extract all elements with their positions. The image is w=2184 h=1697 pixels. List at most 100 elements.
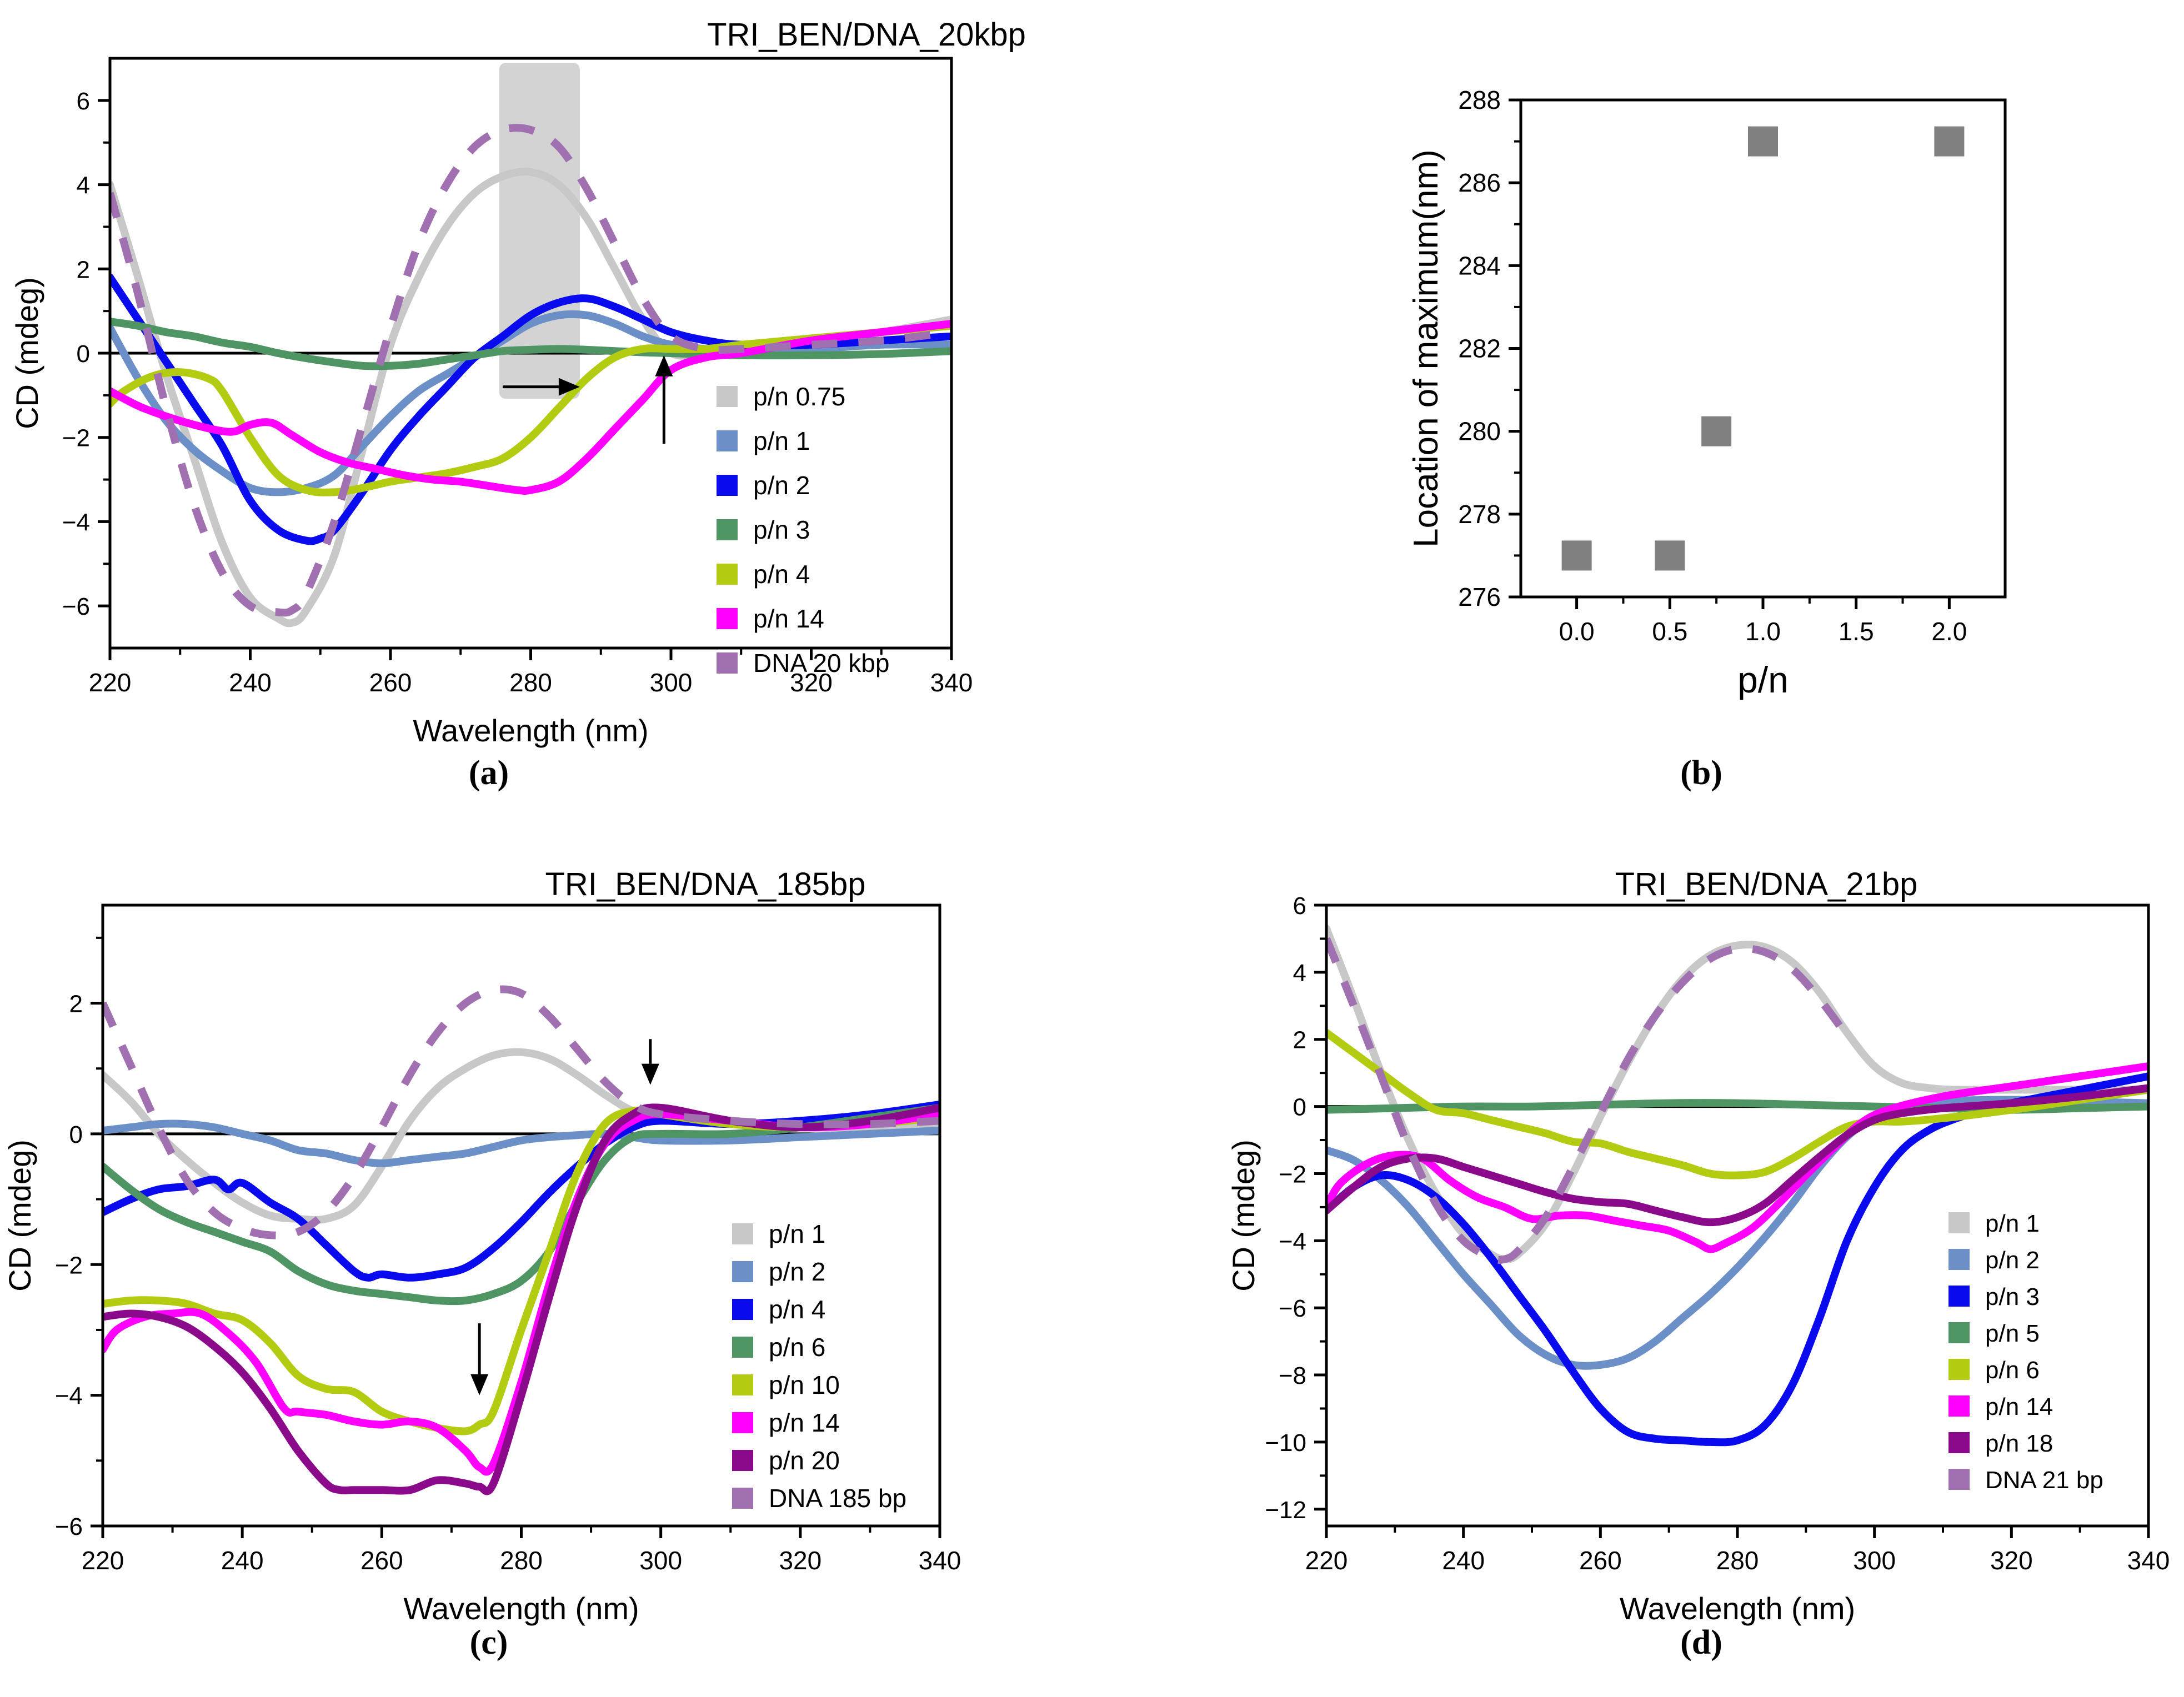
- y-tick-label: 280: [1458, 417, 1501, 446]
- panel-caption: (d): [1680, 1624, 1722, 1661]
- x-tick-label: 320: [790, 668, 833, 697]
- legend-swatch: [1948, 1395, 1970, 1417]
- x-tick-label: 260: [1579, 1546, 1622, 1575]
- y-tick-label: −12: [1265, 1497, 1306, 1524]
- x-tick-label: 340: [2127, 1546, 2170, 1575]
- y-tick-label: −4: [62, 509, 90, 536]
- legend-label: DNA 21 bp: [1985, 1467, 2103, 1494]
- series-line-6: [1326, 1062, 2148, 1253]
- y-tick-label: −4: [1279, 1228, 1306, 1255]
- series-line-7: [110, 124, 951, 617]
- legend-label: p/n 6: [769, 1333, 825, 1362]
- x-tick-label: 220: [1305, 1546, 1348, 1575]
- series-line-8: [1326, 937, 1850, 1264]
- scatter-point: [1561, 540, 1592, 571]
- x-tick-label: 280: [509, 668, 552, 697]
- scatter-point: [1934, 126, 1965, 157]
- y-tick-label: −6: [55, 1513, 83, 1540]
- legend-swatch: [1948, 1432, 1970, 1453]
- y-tick-label: 286: [1458, 168, 1501, 197]
- legend-label: DNA 20 kbp: [753, 649, 889, 677]
- legend-swatch: [732, 1261, 753, 1282]
- x-tick-label: 280: [1716, 1546, 1759, 1575]
- panel-c: 220 240 260 280 300 320 340 −6 −4 −2 0 2 Wavelength …: [2, 866, 961, 1661]
- y-tick-label: −2: [62, 425, 90, 452]
- x-axis-title: p/n: [1737, 659, 1789, 700]
- x-tick-label: 1.5: [1839, 617, 1874, 646]
- scatter-point: [1748, 126, 1778, 157]
- legend-swatch: [717, 386, 738, 407]
- legend-swatch: [1948, 1212, 1970, 1233]
- x-tick-label: 280: [500, 1546, 543, 1575]
- x-tick-label: 320: [779, 1546, 821, 1575]
- legend-swatch: [717, 652, 738, 674]
- legend-swatch: [732, 1223, 753, 1244]
- panel-caption: (a): [469, 754, 509, 792]
- legend-label: p/n 20: [769, 1446, 840, 1475]
- y-tick-label: 4: [1293, 960, 1306, 987]
- x-tick-label: 240: [229, 668, 272, 697]
- y-tick-label: 0: [1293, 1094, 1306, 1121]
- y-axis-title: CD (mdeg): [9, 277, 44, 429]
- chart-title: TRI_BEN/DNA_185bp: [545, 866, 865, 902]
- legend-swatch: [717, 564, 738, 585]
- series-group: [1326, 925, 2148, 1447]
- series-line-2: [103, 1119, 940, 1167]
- series-line-4: [103, 1103, 940, 1306]
- x-tick-label: 300: [1853, 1546, 1896, 1575]
- y-tick-label: 4: [77, 172, 90, 199]
- x-tick-label: 260: [360, 1546, 403, 1575]
- x-tick-label: 340: [930, 668, 973, 697]
- series-line-7: [103, 1103, 940, 1495]
- legend-swatch: [732, 1450, 753, 1471]
- scatter-point: [1701, 416, 1732, 446]
- legend-swatch: [732, 1374, 753, 1395]
- panel-d: 220 240 260 280 300 320 340 −12 −10 −8 −6 −4 −2 0 2 4 6 W…: [1226, 866, 2170, 1661]
- y-tick-label: 0: [77, 340, 90, 368]
- legend-label: p/n 2: [1985, 1247, 2040, 1274]
- arrow-head: [558, 378, 580, 396]
- series-line-3: [110, 273, 951, 545]
- x-tick-label: 2.0: [1931, 617, 1967, 646]
- arrow-head: [641, 1063, 659, 1085]
- legend-label: p/n 3: [753, 515, 810, 544]
- legend-label: p/n 10: [769, 1370, 840, 1399]
- x-tick-label: 240: [1442, 1546, 1485, 1575]
- x-tick-label: 0.0: [1559, 617, 1595, 646]
- y-tick-label: −2: [1279, 1161, 1306, 1188]
- series-line-8: [103, 985, 940, 1239]
- y-tick-label: 284: [1458, 251, 1501, 280]
- x-tick-label: 300: [639, 1546, 682, 1575]
- arrow-head: [470, 1374, 489, 1395]
- legend-swatch: [732, 1299, 753, 1320]
- y-tick-label: 2: [69, 991, 83, 1018]
- y-tick-label: 2: [1293, 1027, 1306, 1054]
- legend-label: p/n 14: [1985, 1393, 2053, 1420]
- legend-label: p/n 1: [753, 426, 810, 455]
- y-tick-label: −10: [1265, 1429, 1306, 1457]
- legend-swatch: [717, 519, 738, 540]
- legend-label: DNA 185 bp: [769, 1484, 906, 1513]
- y-tick-label: 288: [1458, 86, 1501, 114]
- x-tick-label: 0.5: [1652, 617, 1687, 646]
- x-tick-label: 240: [221, 1546, 264, 1575]
- x-axis-title: Wavelength (nm): [413, 713, 648, 748]
- y-tick-label: 6: [77, 88, 90, 115]
- series-group: [110, 124, 951, 627]
- legend-label: p/n 6: [1985, 1357, 2040, 1384]
- legend-swatch: [1948, 1249, 1970, 1270]
- y-axis-title: CD (mdeg): [2, 1139, 37, 1292]
- legend-swatch: [1948, 1286, 1970, 1307]
- y-tick-label: 6: [1293, 892, 1306, 920]
- series-line-7: [1326, 1084, 2148, 1227]
- panel-b: 0.0 0.5 1.0 1.5 2.0 276 278 280 282 284 286 288 p/n L…: [1407, 86, 2007, 792]
- y-tick-label: −2: [55, 1252, 83, 1279]
- legend-label: p/n 18: [1985, 1430, 2053, 1457]
- legend-label: p/n 1: [769, 1219, 825, 1248]
- chart-title: TRI_BEN/DNA_20kbp: [707, 17, 1026, 53]
- series-line-5: [1326, 1028, 2148, 1179]
- y-tick-label: 282: [1458, 334, 1501, 363]
- legend-swatch: [717, 430, 738, 451]
- x-tick-label: 320: [1990, 1546, 2033, 1575]
- x-tick-label: 1.0: [1745, 617, 1781, 646]
